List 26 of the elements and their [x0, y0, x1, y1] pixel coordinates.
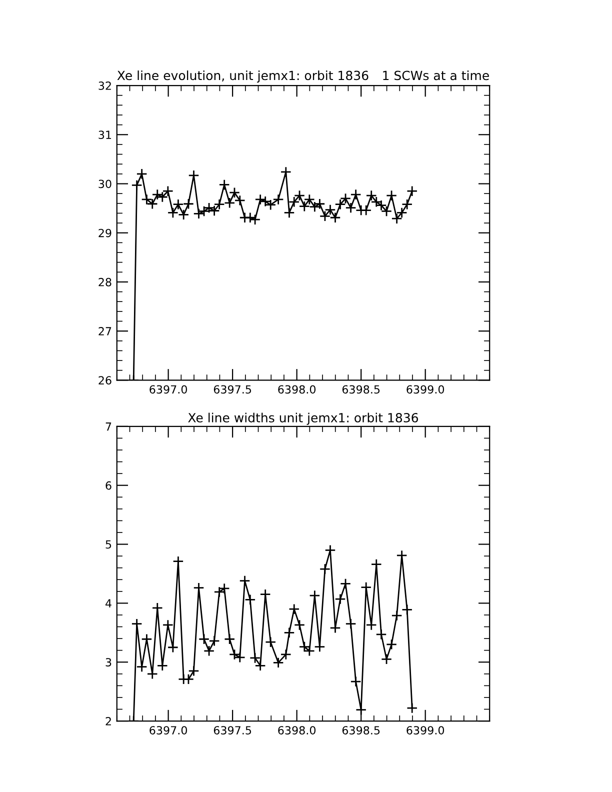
x-tick-label: 6399.0: [406, 726, 444, 734]
y-tick-label: 31: [98, 130, 112, 140]
y-tick-label: 29: [98, 228, 112, 238]
chart-title: Xe line widths unit jemx1: orbit 1836: [188, 412, 418, 425]
y-tick-label: 4: [106, 599, 112, 608]
chart-title: Xe line evolution, unit jemx1: orbit 1836: [117, 70, 368, 83]
x-tick-label: 6399.0: [406, 385, 444, 394]
x-tick-label: 6397.0: [150, 726, 187, 734]
y-tick-label: 30: [98, 180, 112, 188]
y-tick-label: 5: [106, 540, 112, 549]
x-tick-label: 6398.0: [278, 385, 316, 394]
x-tick-label: 6397.5: [214, 385, 252, 394]
x-tick-label: 6397.0: [150, 385, 187, 394]
x-tick-label: 6398.5: [342, 385, 380, 394]
y-tick-label: 26: [98, 376, 112, 385]
y-tick-label: 28: [98, 278, 112, 286]
y-tick-label: 7: [106, 422, 112, 431]
y-tick-label: 6: [106, 481, 112, 490]
chart-subtitle: 1 SCWs at a time: [383, 70, 489, 80]
x-tick-label: 6397.5: [214, 726, 252, 734]
x-tick-label: 6398.0: [278, 726, 316, 734]
y-tick-label: 27: [98, 327, 112, 336]
y-tick-label: 3: [106, 658, 112, 666]
y-tick-label: 32: [98, 82, 111, 90]
y-tick-label: 2: [106, 717, 111, 726]
x-tick-label: 6398.5: [342, 726, 380, 734]
